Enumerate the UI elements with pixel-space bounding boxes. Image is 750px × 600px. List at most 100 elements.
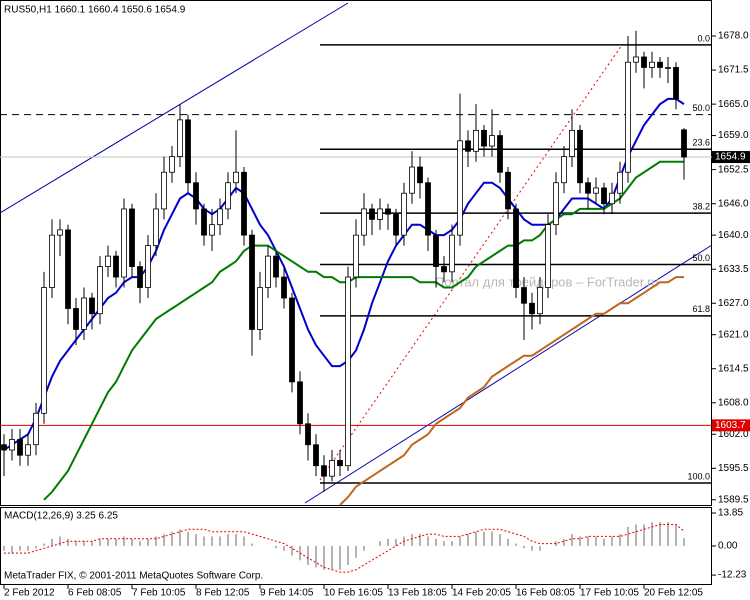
main-frame — [0, 0, 712, 506]
candle-body — [545, 224, 551, 288]
candle-body — [353, 234, 359, 278]
macd-bar — [427, 536, 429, 546]
candle-body — [89, 297, 95, 315]
candle-body — [345, 276, 351, 467]
y-tick-label: 1678.0 — [718, 31, 749, 42]
candle-body — [513, 208, 519, 288]
macd-bar — [539, 545, 541, 551]
price-label-box — [712, 151, 750, 164]
macd-bar — [43, 543, 45, 546]
macd-frame — [0, 507, 712, 585]
macd-bar — [523, 545, 525, 549]
macd-bar — [275, 545, 277, 549]
candle-body — [521, 287, 527, 304]
y-tick-label: 1633.5 — [718, 264, 749, 275]
macd-bar — [443, 541, 445, 546]
macd-bar — [51, 538, 53, 546]
macd-bar — [531, 545, 533, 551]
candle-body — [129, 208, 135, 267]
candle-body — [1, 444, 7, 451]
moving-average — [339, 276, 684, 506]
candle-body — [601, 187, 607, 205]
candle-body — [241, 171, 247, 236]
fib-label: 23.6 — [692, 138, 710, 148]
x-tick-label: 10 Feb 16:05 — [324, 588, 383, 599]
candle-body — [481, 129, 487, 147]
y-tick-label: 13.85 — [718, 508, 743, 519]
macd-bar — [347, 545, 349, 566]
candle-body — [577, 129, 583, 184]
candle-body — [641, 56, 647, 68]
candle-body — [361, 208, 367, 236]
fib-label: 50.0 — [692, 253, 710, 263]
footer: MetaTrader FIX, © 2001-2011 MetaQuotes S… — [4, 571, 263, 582]
candle-body — [209, 224, 215, 236]
macd-bar — [195, 534, 197, 546]
y-tick-label: 1608.0 — [718, 397, 749, 408]
candle-body — [369, 208, 375, 220]
candle-body — [385, 208, 391, 215]
x-tick-label: 16 Feb 08:05 — [516, 588, 575, 599]
candle-body — [649, 61, 655, 68]
y-tick-label: 1671.5 — [718, 65, 749, 76]
chart-title: RUS50,H1 1660.1 1660.4 1650.6 1654.9 — [4, 5, 186, 16]
macd-bar — [651, 522, 653, 546]
macd-bar — [163, 534, 165, 546]
candle-body — [377, 208, 383, 220]
candle-body — [17, 439, 23, 456]
candle-body — [121, 208, 127, 278]
macd-bar — [459, 536, 461, 546]
candle-body — [417, 166, 423, 184]
candle-body — [201, 208, 207, 236]
macd-bar — [203, 536, 205, 546]
candle-body — [433, 234, 439, 267]
macd-bar — [123, 536, 125, 546]
candle-body — [289, 297, 295, 383]
candle-body — [65, 229, 71, 309]
macd-bar — [107, 538, 109, 546]
macd-bar — [571, 534, 573, 546]
candle-body — [609, 192, 615, 205]
y-tick-label: 0.00 — [718, 541, 738, 552]
macd-bar — [83, 541, 85, 546]
macd-bar — [27, 545, 29, 551]
moving-average — [43, 160, 684, 501]
macd-bar — [659, 522, 661, 546]
candle-body — [249, 234, 255, 330]
y-tick-label: 1621.0 — [718, 329, 749, 340]
macd-bar — [91, 541, 93, 546]
fib-label: 100.0 — [687, 471, 710, 481]
candle-body — [441, 266, 447, 273]
macd-bar — [19, 545, 21, 551]
candle-body — [449, 234, 455, 273]
x-tick-label: 7 Feb 10:05 — [132, 588, 186, 599]
candle-body — [553, 182, 559, 226]
y-tick-label: 1602.0 — [718, 429, 749, 440]
macd-bar — [387, 538, 389, 546]
candle-body — [153, 208, 159, 247]
candle-body — [161, 171, 167, 210]
macd-bar — [483, 531, 485, 546]
macd-bar — [155, 536, 157, 546]
candle-body — [145, 245, 151, 288]
candle-body — [113, 255, 119, 278]
candle-body — [489, 135, 495, 147]
candle-body — [185, 119, 191, 184]
macd-bar — [467, 534, 469, 546]
candle-body — [41, 287, 47, 414]
candle-body — [585, 182, 591, 194]
candle-body — [217, 208, 223, 226]
macd-bar — [35, 545, 37, 549]
macd-bar — [595, 536, 597, 546]
candle-body — [233, 171, 239, 184]
candle-body — [57, 229, 63, 236]
candle-body — [633, 56, 639, 63]
moving-average — [3, 97, 685, 451]
candle-body — [473, 129, 479, 152]
candle-body — [33, 412, 39, 446]
macd-bar — [227, 534, 229, 546]
macd-bar — [67, 538, 69, 546]
trend-line — [304, 244, 713, 504]
fib-label: 0.0 — [697, 33, 710, 43]
candle-body — [665, 67, 671, 69]
